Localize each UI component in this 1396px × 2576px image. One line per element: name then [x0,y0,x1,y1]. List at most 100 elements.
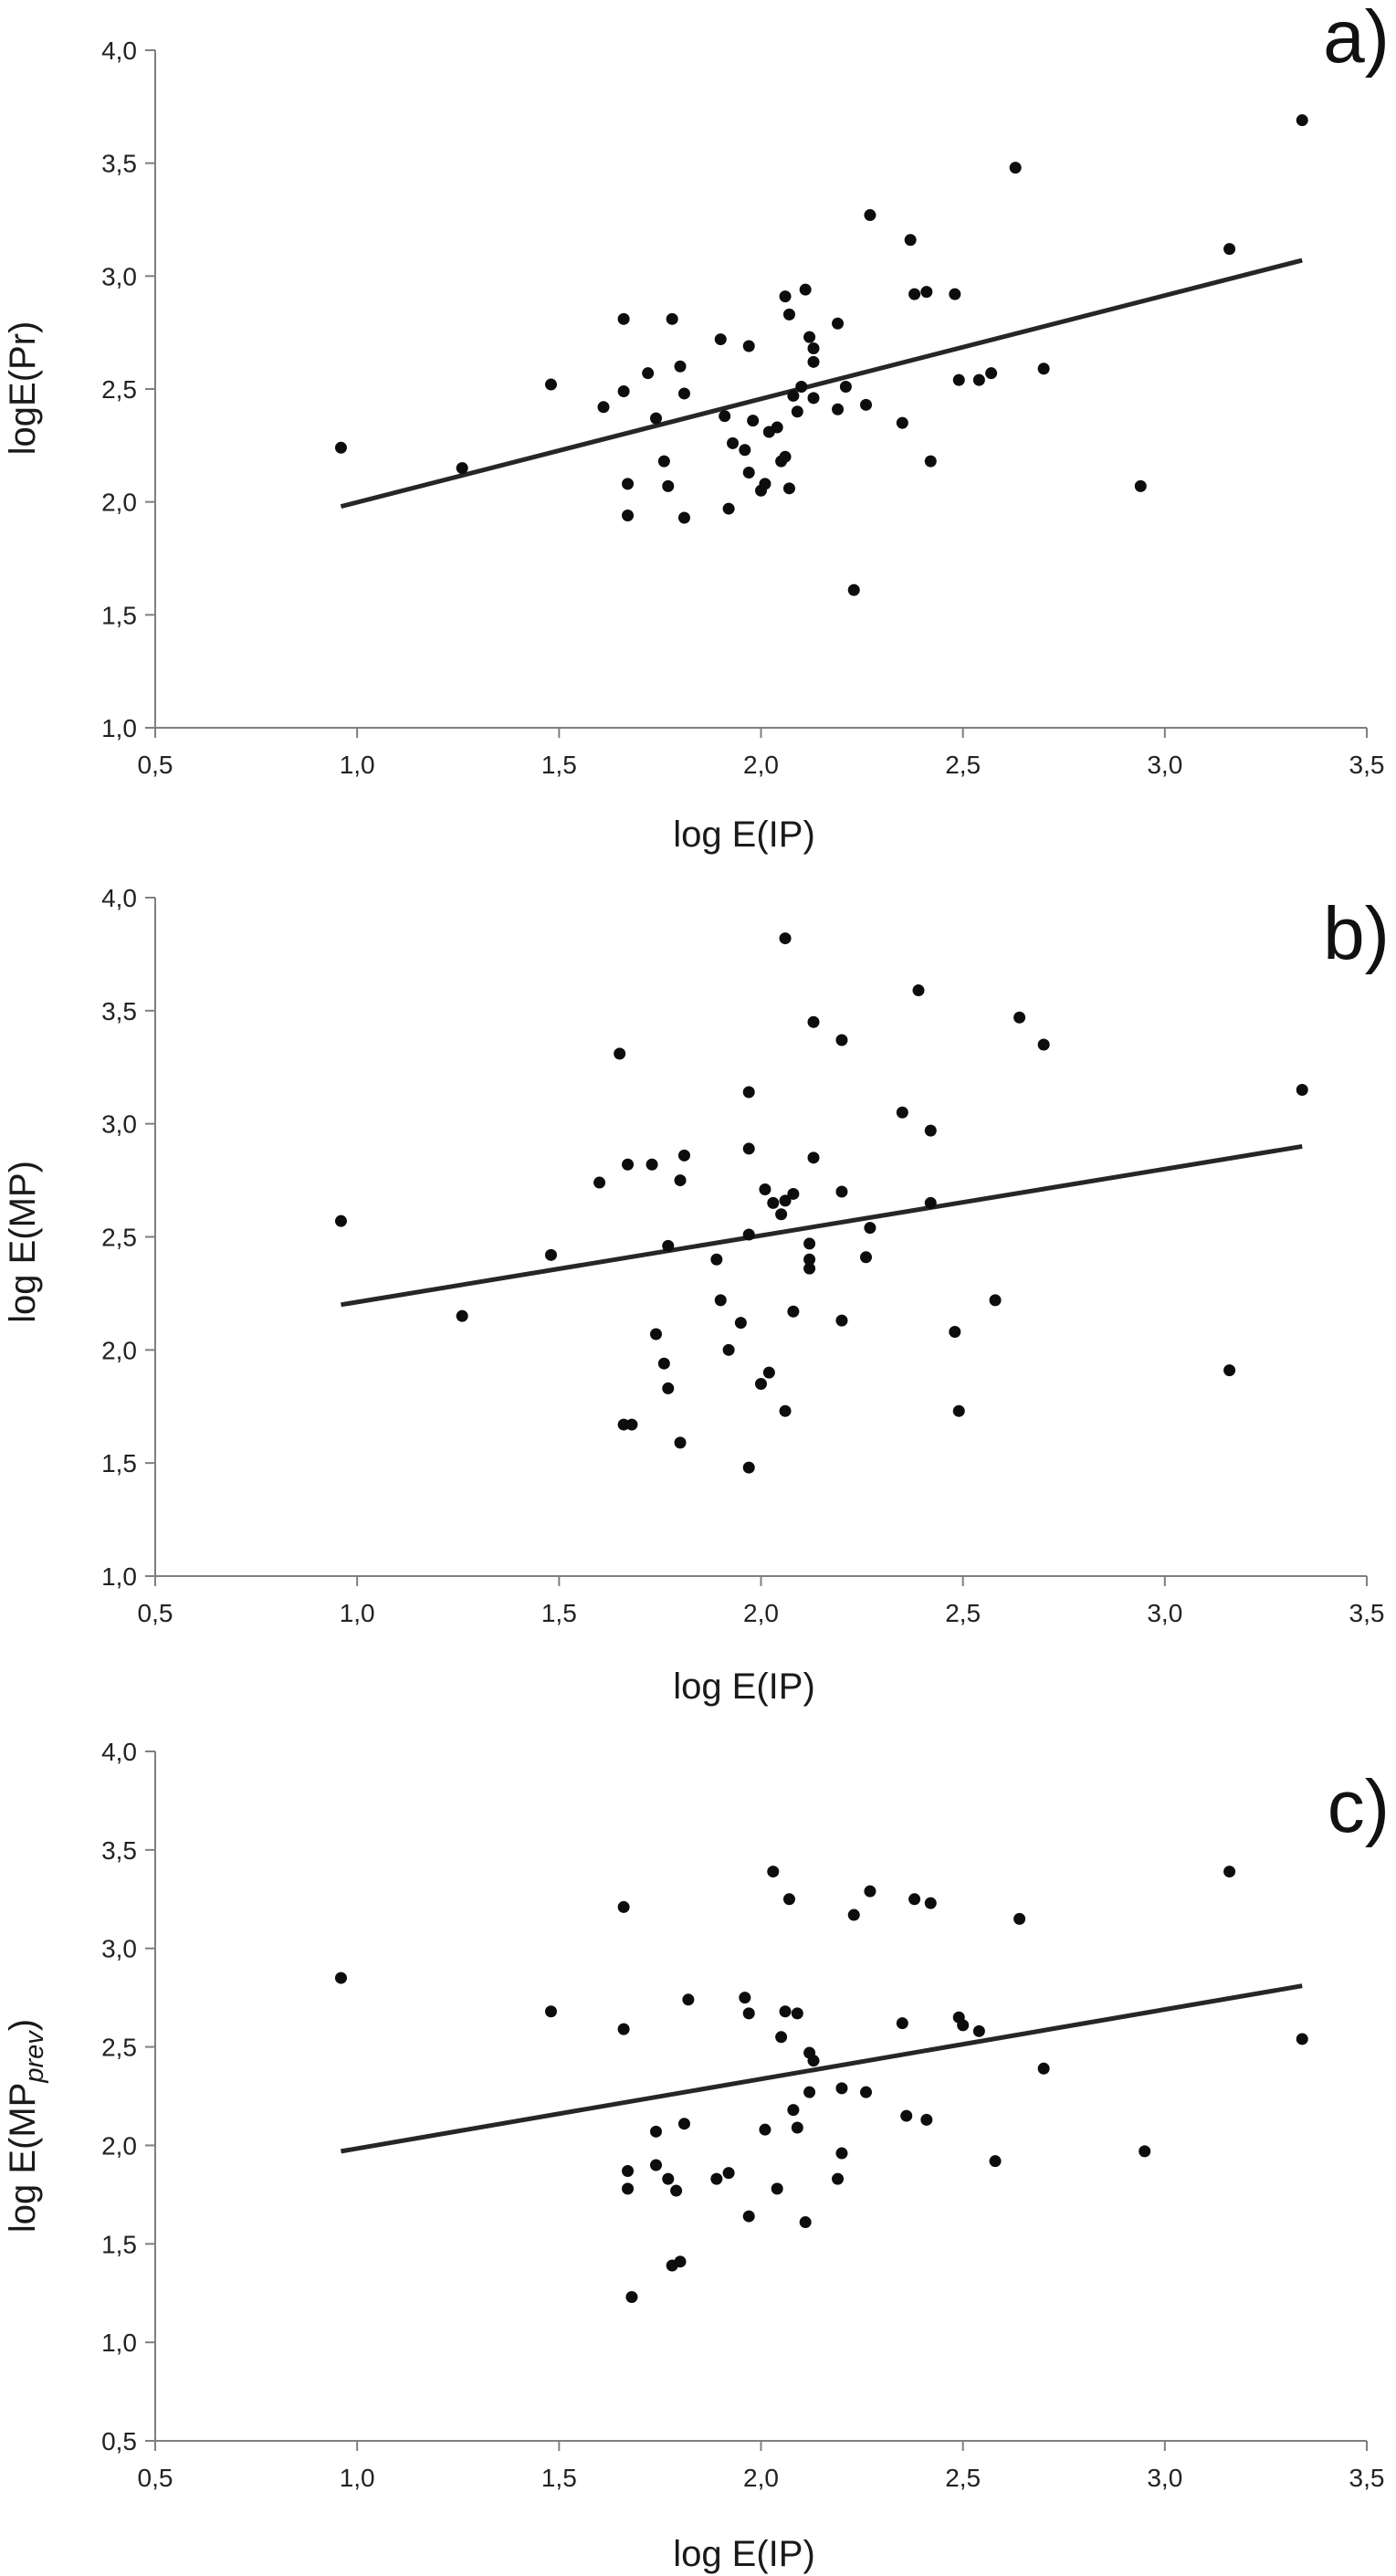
data-point [1139,2145,1151,2158]
y-tick-label: 4,0 [101,1738,137,1766]
data-point [1134,479,1147,492]
x-axis-label: log E(IP) [673,815,815,855]
data-point [896,2017,908,2030]
data-point [972,373,985,386]
data-point [544,1248,557,1261]
y-tick-label: 3,5 [101,1836,137,1865]
data-point [622,478,635,490]
panel-label: a) [1323,0,1390,79]
data-point [649,412,662,425]
data-point [860,1251,873,1264]
data-point [544,378,557,391]
data-point [742,1461,755,1474]
data-point [791,2007,803,2020]
data-point [904,234,917,247]
data-point [767,1196,780,1209]
data-point [779,290,792,303]
data-point [924,455,937,468]
data-point [787,1187,800,1200]
data-point [593,1176,606,1189]
data-point [742,2007,755,2020]
data-point [920,286,933,299]
data-point [1296,1084,1308,1097]
data-point [334,441,347,454]
data-point [677,2118,690,2130]
data-point [771,2182,783,2195]
data-point [924,1124,937,1137]
x-tick-label: 0,5 [138,751,173,779]
data-point [782,1893,795,1906]
data-point [617,384,630,397]
data-point [649,1328,662,1341]
data-point [674,1174,687,1187]
data-point [771,421,783,434]
data-point [747,415,760,427]
data-point [682,1993,695,2006]
data-point [900,2109,913,2122]
data-point [782,482,795,495]
data-point [832,317,845,330]
data-point [924,1897,937,1909]
data-point [803,331,816,343]
y-tick-label: 3,5 [101,997,137,1025]
data-point [544,2005,557,2018]
data-point [710,2172,723,2185]
data-point [807,342,820,354]
x-tick-label: 0,5 [138,2464,173,2492]
data-point [807,1015,820,1028]
x-tick-label: 2,0 [743,1599,779,1627]
trendline [341,1983,1303,2154]
data-point [622,2164,635,2177]
data-point [617,1900,630,1913]
data-point [657,1357,670,1370]
data-point [662,1382,675,1394]
data-point [989,2155,1002,2168]
data-point [662,479,675,492]
x-tick-label: 1,5 [541,2464,577,2492]
data-point [952,373,965,386]
data-point [597,401,610,414]
data-point [657,455,670,468]
data-point [924,1196,937,1209]
data-point [847,584,860,596]
data-point [864,1222,876,1235]
data-point [912,984,925,997]
y-tick-label: 3,0 [101,1935,137,1963]
data-point [456,462,468,475]
data-point [989,1294,1002,1307]
y-tick-label: 4,0 [101,37,137,65]
data-point [775,1208,788,1221]
x-tick-label: 2,0 [743,2464,779,2492]
data-point [779,450,792,463]
data-point [742,467,755,479]
data-point [742,340,755,352]
data-point [775,2031,788,2044]
data-point [799,283,812,296]
panel-label: b) [1323,892,1390,975]
data-point [1013,1011,1026,1024]
x-tick-label: 3,5 [1349,751,1385,779]
data-point [759,478,771,490]
data-point [625,2291,638,2304]
data-point [787,389,800,402]
trendline [340,258,1303,510]
y-tick-label: 3,0 [101,262,137,290]
y-tick-label: 1,0 [101,2329,137,2357]
data-point [803,1262,816,1275]
data-point [799,2216,812,2229]
x-tick-label: 3,0 [1147,751,1182,779]
data-point [739,444,751,457]
data-point [779,1404,792,1417]
data-point [674,360,687,373]
data-point [625,1418,638,1431]
data-point [742,1086,755,1099]
data-point [779,1194,792,1207]
data-point [755,1377,767,1390]
data-point [649,2125,662,2138]
data-point [662,1239,675,1252]
data-point [972,2024,985,2037]
x-tick-label: 1,5 [541,751,577,779]
data-point [839,381,852,394]
data-point [677,1149,690,1162]
